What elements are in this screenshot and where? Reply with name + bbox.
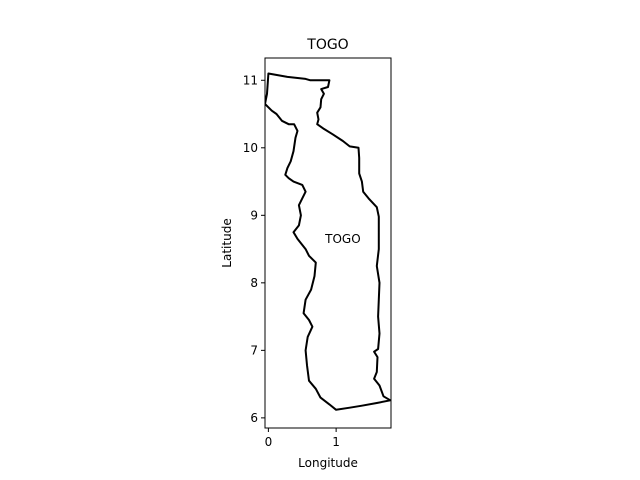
country-boundary	[265, 72, 391, 411]
plot-frame	[264, 57, 392, 429]
x-axis-label: Longitude	[298, 456, 358, 470]
chart-title: TOGO	[306, 37, 348, 53]
y-tick-label: 8	[250, 276, 258, 290]
y-tick-label: 9	[250, 208, 258, 222]
region-label: TOGO	[324, 232, 361, 246]
y-tick-label: 7	[250, 343, 258, 357]
y-axis-label: Latitude	[220, 218, 234, 267]
x-tick-label: 1	[332, 435, 340, 449]
x-tick-label: 0	[265, 435, 273, 449]
y-axis: 6 7 8 9 10 11	[243, 73, 265, 425]
y-tick-label: 6	[250, 411, 258, 425]
y-tick-label: 11	[243, 73, 258, 87]
y-tick-label: 10	[243, 141, 258, 155]
